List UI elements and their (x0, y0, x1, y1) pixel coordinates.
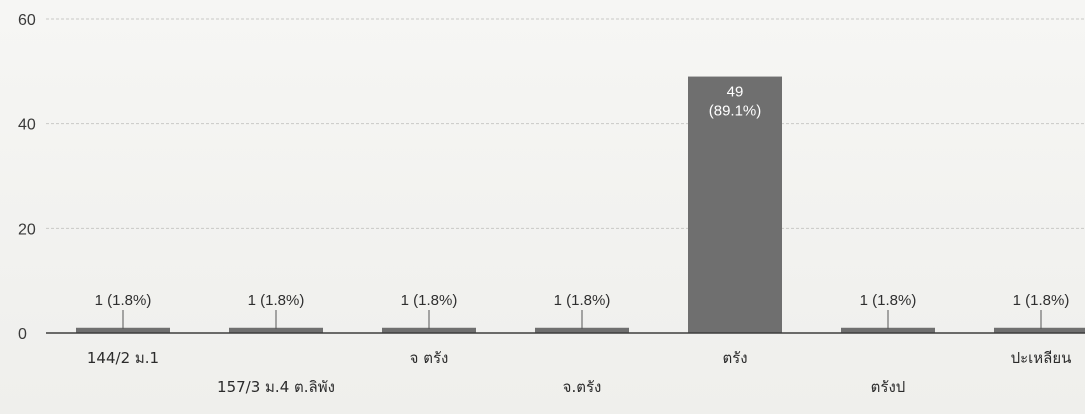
y-tick-label: 60 (18, 12, 36, 29)
gridlines (46, 18, 1085, 229)
data-label: 1 (1.8%) (860, 292, 917, 309)
x-axis-ticks: 144/2 ม.1 157/3 ม.4 ต.ลิพัง จ ตรังจ.ตรัง ตร… (87, 349, 1072, 396)
bar (841, 327, 935, 333)
bars (76, 76, 1085, 334)
bar (76, 327, 170, 333)
bar (688, 76, 782, 334)
y-tick-label: 0 (18, 326, 27, 343)
y-tick-label: 40 (18, 117, 36, 134)
x-tick-label: ปะเหลียน (1011, 349, 1072, 367)
data-label: 49 (89.1%) (709, 84, 762, 120)
data-labels: 1 (1.8%) 1 (1.8%) 1 (1.8%) 1 (1.8%) 49 (89.1%… (95, 84, 1070, 329)
data-label: 1 (1.8%) (554, 292, 611, 309)
x-tick-label: จ ตรัง (410, 349, 449, 367)
data-label: 1 (1.8%) (1013, 292, 1070, 309)
bar (535, 327, 629, 333)
bar (994, 327, 1085, 333)
data-label: 1 (1.8%) (95, 292, 152, 309)
bar (382, 327, 476, 333)
x-tick-label: จ.ตรัง (563, 378, 602, 396)
y-tick-label: 20 (18, 221, 36, 238)
data-label: 1 (1.8%) (401, 292, 458, 309)
y-axis-ticks: 0 20 40 60 (18, 12, 36, 343)
x-tick-label: ตรัง (722, 349, 747, 367)
x-tick-label: 144/2 ม.1 (87, 349, 159, 367)
x-tick-label: ตรังป (871, 378, 906, 396)
bar (229, 327, 323, 333)
data-label: 1 (1.8%) (248, 292, 305, 309)
x-tick-label: 157/3 ม.4 ต.ลิพัง (217, 378, 335, 396)
